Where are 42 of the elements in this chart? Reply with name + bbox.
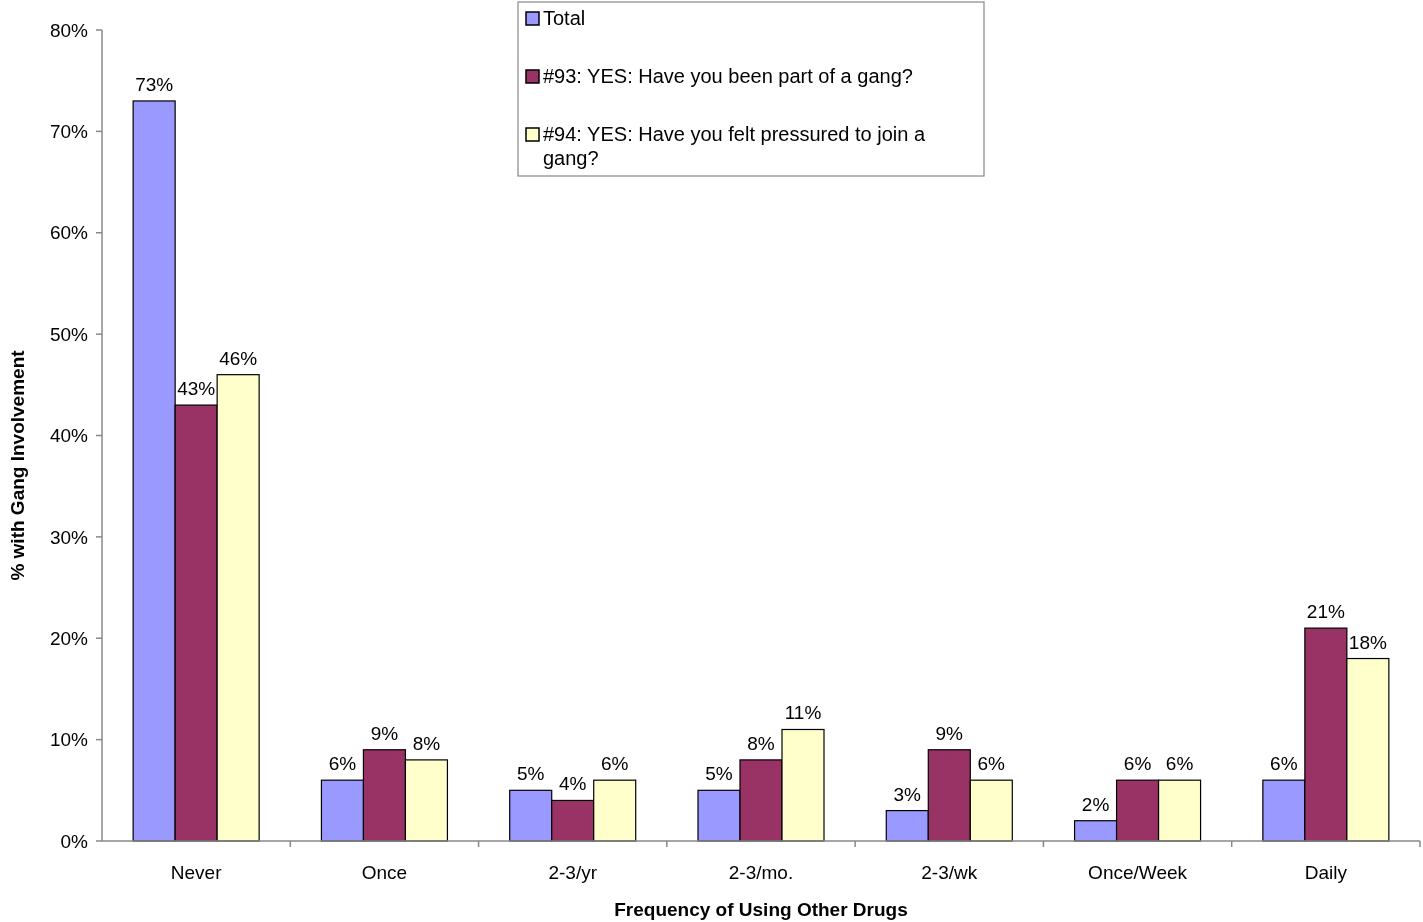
y-tick-label: 70% [49, 121, 89, 143]
y-tick-label: 0% [60, 830, 89, 852]
data-label: 21% [1306, 601, 1345, 623]
y-tick-label: 40% [49, 425, 89, 447]
data-label: 8% [747, 732, 775, 754]
data-label: 5% [516, 763, 545, 785]
y-tick-label: 20% [49, 627, 89, 649]
data-label: 2% [1081, 793, 1110, 815]
y-tick-label: 30% [49, 526, 89, 548]
data-label: 8% [412, 732, 441, 754]
data-label: 6% [1123, 753, 1152, 775]
y-tick-label: 60% [49, 222, 89, 244]
data-label: 6% [1270, 753, 1298, 775]
data-label: 43% [177, 378, 216, 400]
legend-label: #94: YES: Have you felt pressured to join a gang? [543, 123, 926, 169]
x-tick-label: 2-3/wk [921, 862, 978, 883]
x-axis-title: Frequency of Using Other Drugs [614, 899, 908, 920]
x-tick-label: Never [170, 862, 223, 883]
x-tick-label: 2-3/yr [548, 862, 598, 883]
data-label: 6% [600, 753, 629, 775]
data-label: 5% [705, 763, 733, 785]
x-tick-label: Once [361, 862, 408, 883]
x-tick-label: Daily [1304, 862, 1348, 883]
x-tick-label: Once/Week [1088, 862, 1188, 883]
legend-label: Total [543, 7, 586, 29]
data-label: 18% [1348, 631, 1387, 653]
data-label: 4% [558, 773, 587, 795]
data-label: 6% [328, 753, 357, 775]
data-label: 9% [370, 722, 399, 744]
data-label: 9% [935, 722, 964, 744]
y-tick-label: 50% [49, 323, 89, 345]
legend-label: #93: YES: Have you been part of a gang? [543, 65, 913, 87]
data-label: 11% [784, 702, 822, 724]
y-axis-title: % with Gang Involvement [7, 349, 28, 581]
y-tick-label: 10% [49, 729, 89, 751]
data-label: 6% [1165, 753, 1194, 775]
y-tick-label: 80% [49, 19, 89, 41]
data-label: 3% [893, 783, 922, 805]
data-label: 46% [219, 347, 258, 369]
x-tick-label: 2-3/mo. [728, 862, 794, 883]
data-label: 73% [135, 73, 174, 95]
data-label: 6% [977, 753, 1006, 775]
